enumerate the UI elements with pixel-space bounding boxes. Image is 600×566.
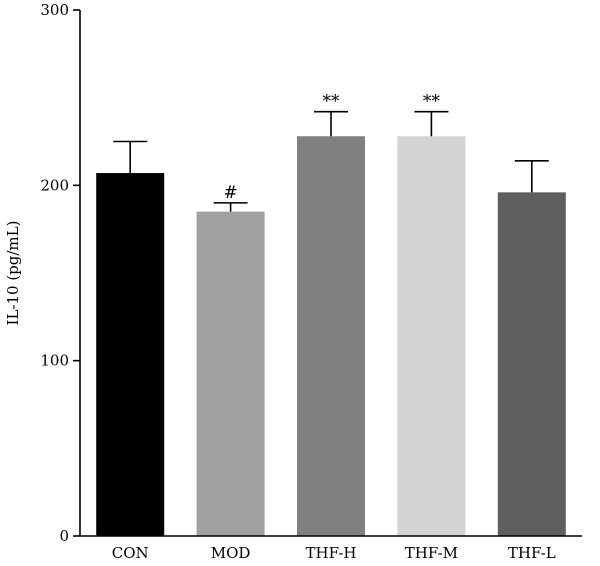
significance-thf-m: ** [423,92,441,112]
y-tick-label-200: 200 [40,176,69,194]
bar-mod [196,211,265,536]
y-tick-label-100: 100 [40,352,69,370]
y-tick-label-0: 0 [59,527,69,545]
x-tick-label-thf-m: THF-M [405,544,458,562]
bar-con [96,173,165,536]
significance-thf-h: ** [323,92,341,112]
significance-mod: # [223,183,237,203]
x-tick-label-con: CON [112,544,149,562]
bar-thf-m [397,136,466,537]
bar-thf-h [297,136,365,537]
x-tick-label-thf-h: THF-H [306,544,357,562]
plot-area: # ** ** [96,92,566,537]
axes: CON MOD THF-H THF-M THF-L 0 100 200 300 [40,1,582,562]
x-tick-label-thf-l: THF-L [508,544,556,562]
x-tick-label-mod: MOD [211,544,251,562]
y-tick-label-300: 300 [40,1,69,19]
y-axis-label: IL-10 (pg/mL) [4,221,22,326]
bar-thf-l [497,192,566,536]
